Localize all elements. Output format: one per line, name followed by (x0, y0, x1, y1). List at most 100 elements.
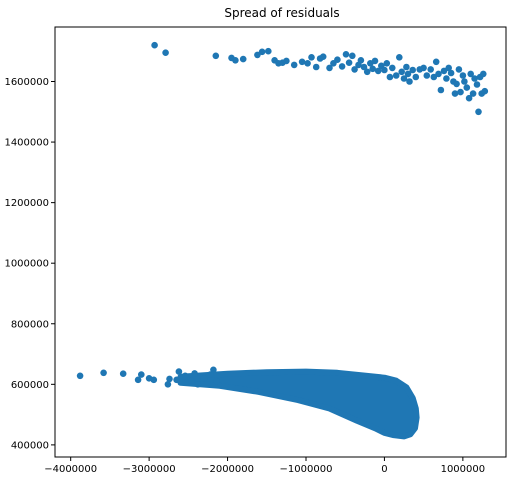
x-axis: −4000000 −3000000 −2000000 −1000000 0 1000000 (44, 457, 485, 475)
scatter-point (304, 60, 311, 67)
x-tick-label: 0 (381, 464, 387, 475)
x-tick-label: 1000000 (441, 464, 486, 475)
scatter-point (119, 370, 127, 378)
scatter-point (283, 57, 290, 65)
scatter-point (326, 64, 333, 72)
scatter-point (166, 375, 173, 383)
scatter-point (412, 73, 420, 81)
scatter-point (404, 70, 412, 78)
scatter-point (191, 370, 198, 377)
scatter-point (398, 68, 406, 76)
y-tick-label: 1600000 (4, 77, 49, 88)
scatter-point (151, 41, 158, 49)
plot-area-frame (54, 26, 507, 458)
scatter-point (134, 376, 142, 384)
scatter-point (349, 52, 356, 60)
scatter-point (239, 55, 247, 63)
y-axis: 400000 600000 800000 1000000 1200000 1400000 1… (4, 77, 55, 451)
y-tick-label: 600000 (11, 380, 49, 391)
scatter-point (338, 63, 346, 70)
scatter-point (138, 371, 145, 378)
scatter-point (258, 48, 266, 56)
scatter-point (100, 369, 107, 377)
scatter-point (351, 66, 358, 73)
scatter-point (76, 372, 84, 380)
y-tick-label: 800000 (11, 319, 49, 330)
scatter-point (440, 67, 448, 75)
scatter-point (200, 375, 208, 382)
scatter-point (232, 57, 239, 64)
scatter-point (175, 368, 183, 375)
dense-residual-cluster (177, 368, 420, 440)
scatter-point (188, 377, 195, 385)
y-tick-label: 400000 (11, 440, 49, 451)
dense-point-mass (177, 368, 420, 440)
scatter-point (312, 63, 320, 71)
scatter-point (430, 73, 438, 81)
scatter-point (453, 80, 460, 88)
scatter-point (451, 90, 459, 97)
scatter-point (465, 94, 473, 102)
scatter-point (445, 64, 453, 72)
scatter-point (447, 69, 455, 77)
y-tick-label: 1000000 (4, 259, 49, 270)
scatter-point (360, 63, 368, 71)
scatter-point (400, 75, 408, 82)
scatter-point (265, 47, 272, 55)
scatter-point (459, 72, 467, 79)
scatter-point (345, 59, 353, 66)
scatter-point (427, 66, 435, 73)
scatter-points (76, 41, 489, 388)
scatter-point (389, 64, 396, 72)
scatter-point (381, 66, 388, 74)
x-tick-label: −4000000 (44, 464, 97, 475)
scatter-point (423, 72, 431, 79)
scatter-point (471, 75, 478, 82)
scatter-point (363, 68, 371, 76)
scatter-point (162, 49, 169, 56)
scatter-point (461, 78, 468, 85)
scatter-point (213, 378, 220, 385)
scatter-point (475, 108, 482, 116)
scatter-point (396, 54, 403, 61)
scatter-point (480, 70, 487, 78)
scatter-point (319, 53, 327, 60)
scatter-point (481, 87, 489, 95)
scatter-point (210, 366, 217, 374)
scatter-point (469, 90, 477, 97)
scatter-point (443, 75, 450, 82)
scatter-point (150, 376, 158, 384)
scatter-point (420, 64, 427, 72)
scatter-point (308, 54, 315, 61)
scatter-point (357, 57, 365, 64)
scatter-point (383, 60, 391, 67)
scatter-point (409, 66, 417, 74)
y-tick-label: 1200000 (4, 198, 49, 209)
scatter-point (181, 372, 189, 380)
scatter-point (212, 52, 220, 60)
scatter-point (437, 86, 445, 94)
scatter-point (406, 78, 413, 85)
scatter-point (457, 88, 464, 96)
x-tick-label: −2000000 (201, 464, 254, 475)
x-tick-label: −3000000 (123, 464, 176, 475)
scatter-point (392, 72, 400, 79)
scatter-point (467, 70, 475, 78)
scatter-point (371, 57, 379, 65)
scatter-point (455, 66, 463, 73)
scatter-point (403, 63, 410, 71)
scatter-point (207, 371, 214, 378)
scatter-point (432, 58, 440, 66)
scatter-point (173, 376, 180, 384)
scatter-point (435, 70, 442, 78)
scatter-point (342, 51, 350, 58)
scatter-point (386, 73, 394, 81)
scatter-point (164, 381, 172, 388)
scatter-point (254, 51, 261, 59)
scatter-point (290, 61, 298, 69)
scatter-point (473, 81, 481, 88)
scatter-point (298, 58, 306, 66)
scatter-point (334, 56, 341, 63)
